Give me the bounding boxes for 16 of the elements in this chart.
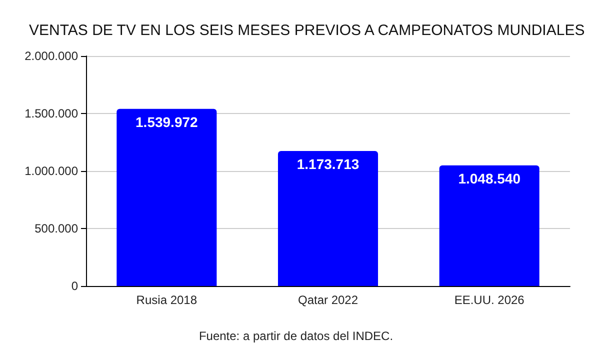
data-label: 1.173.713 (296, 156, 360, 172)
bar (278, 151, 378, 286)
data-label: 1.048.540 (458, 170, 521, 186)
y-tick-label: 2.000.000 (24, 49, 78, 63)
source-note: Fuente: a partir de datos del INDEC. (198, 329, 394, 343)
y-tick-label: 1.500.000 (24, 106, 78, 120)
chart-title: VENTAS DE TV EN LOS SEIS MESES PREVIOS A CAMPEONATOS MUNDIALES (29, 22, 585, 39)
x-tick-label: Rusia 2018 (136, 293, 198, 307)
x-tick-label: Qatar 2022 (298, 293, 358, 307)
y-tick-label: 0 (71, 279, 78, 293)
bar (116, 108, 217, 286)
y-tick-label: 500.000 (34, 222, 78, 236)
y-tick-label: 1.000.000 (24, 164, 78, 178)
x-tick-label: EE.UU. 2026 (454, 293, 525, 307)
bar (439, 165, 540, 286)
data-label: 1.539.972 (136, 114, 198, 130)
